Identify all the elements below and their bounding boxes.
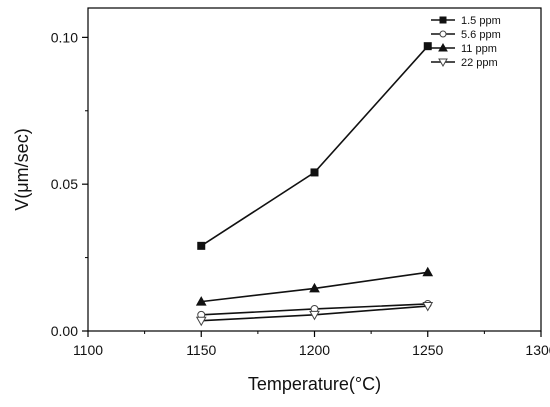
marker-square xyxy=(310,168,319,177)
legend-item: 1.5 ppm xyxy=(431,15,501,27)
legend: 1.5 ppm 5.6 ppm 11 ppm 22 ppm xyxy=(431,15,501,69)
marker-triangle-up xyxy=(309,282,320,293)
series-line xyxy=(200,45,429,247)
legend-item: 5.6 ppm xyxy=(431,29,501,41)
x-tick-label: 1100 xyxy=(73,342,103,358)
marker-triangle-up xyxy=(195,296,207,306)
y-axis-ticks: 0.00 0.05 0.10 xyxy=(51,29,88,339)
marker-triangle-down xyxy=(309,310,320,321)
y-axis-title: V(μm/sec) xyxy=(12,128,32,210)
x-axis-title: Temperature(°C) xyxy=(248,374,381,394)
x-tick-label: 1150 xyxy=(186,342,216,358)
marker-triangle-down xyxy=(195,316,207,327)
marker-square xyxy=(197,241,206,250)
marker-square xyxy=(423,42,432,51)
series-1-5-ppm xyxy=(197,42,432,250)
legend-label: 11 ppm xyxy=(461,43,497,55)
marker-square xyxy=(439,16,447,24)
legend-label: 1.5 ppm xyxy=(461,15,501,27)
x-tick-label: 1250 xyxy=(412,342,443,358)
y-tick-label: 0.10 xyxy=(51,29,78,45)
series-11-ppm xyxy=(195,266,434,306)
y-tick-label: 0.05 xyxy=(51,176,78,192)
marker-circle xyxy=(439,30,447,38)
marker-triangle-down xyxy=(422,302,434,312)
series-22-ppm xyxy=(195,302,434,327)
x-tick-label: 1200 xyxy=(299,342,330,358)
legend-label: 5.6 ppm xyxy=(461,29,501,41)
legend-item: 22 ppm xyxy=(431,57,498,69)
series-layer xyxy=(195,42,434,327)
marker-triangle-down xyxy=(438,58,448,68)
marker-triangle-up xyxy=(438,42,448,52)
legend-item: 11 ppm xyxy=(431,42,497,55)
legend-label: 22 ppm xyxy=(461,57,498,69)
marker-triangle-up xyxy=(422,266,434,277)
y-tick-label: 0.00 xyxy=(51,323,78,339)
